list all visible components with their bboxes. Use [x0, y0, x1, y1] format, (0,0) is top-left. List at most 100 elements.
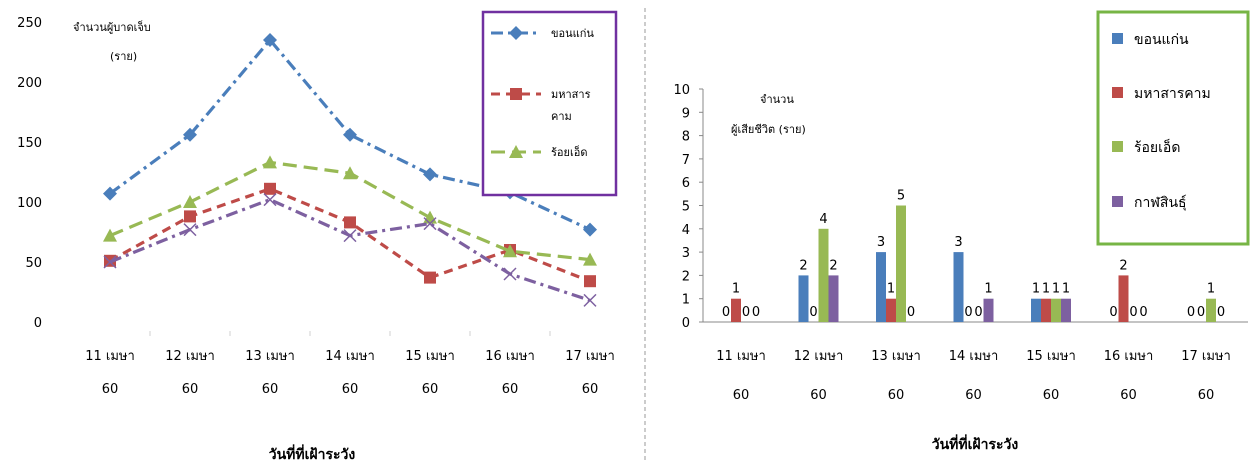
data-point: [343, 166, 357, 180]
data-label: 0: [1139, 305, 1147, 320]
y-axis-title-line: จำนวนผู้บาดเจ็บ: [73, 20, 151, 34]
data-point: [584, 275, 596, 288]
data-label: 0: [722, 305, 730, 320]
series-unlabeled: [103, 193, 597, 307]
legend-item: กาฬสินธุ์: [1112, 194, 1187, 211]
data-label: 2: [799, 258, 807, 273]
data-point: [263, 155, 277, 169]
legend-swatch: [1112, 87, 1123, 98]
data-label: 0: [907, 305, 915, 320]
y-tick-label: 50: [25, 256, 42, 271]
y-tick-label: 1: [682, 293, 690, 308]
data-label: 1: [1207, 282, 1215, 297]
bar: [983, 298, 994, 322]
x-tick-label: 13 เมษา: [245, 349, 295, 364]
y-axis-title-line: ผู้เสียชีวิต (ราย): [731, 123, 806, 136]
bar: [1061, 298, 1071, 322]
data-label: 1: [732, 282, 740, 297]
line-chart-axes: 0 50 100 150 200 250: [17, 16, 551, 336]
y-tick-label: 150: [17, 136, 42, 151]
legend-item: ร้อยเอ็ด: [491, 145, 587, 159]
legend-item: ร้อยเอ็ด: [1112, 138, 1180, 156]
y-tick-label: 4: [682, 223, 690, 238]
data-label: 1: [1032, 282, 1040, 297]
bar: [1051, 298, 1061, 322]
x-tick-label: 60: [182, 382, 199, 397]
data-label: 1: [1052, 282, 1060, 297]
legend-swatch: [1112, 141, 1123, 152]
line-chart-x-tick-labels: 11 เมษา 60 12 เมษา 60 13 เมษา 60 14 เมษา 60 15 เ…: [85, 349, 615, 397]
x-tick-label: 60: [422, 382, 439, 397]
data-label: 0: [809, 305, 817, 320]
data-point: [263, 193, 277, 207]
y-tick-label: 9: [682, 106, 690, 121]
legend-label: มหาสาร: [551, 88, 591, 101]
y-tick-label: 5: [682, 200, 690, 215]
legend-swatch: [1112, 196, 1123, 207]
y-tick-label: 250: [17, 16, 42, 31]
data-point: [423, 210, 437, 224]
x-tick-label: 60: [1043, 388, 1060, 403]
bar: [1041, 298, 1051, 322]
x-tick-label: 60: [733, 388, 750, 403]
x-tick-label: 11 เมษา: [85, 349, 135, 364]
bar-chart-y-axis-title: จำนวนผู้เสียชีวิต (ราย): [731, 93, 806, 136]
x-tick-label: 60: [502, 382, 519, 397]
x-tick-label: 17 เมษา: [1181, 349, 1231, 364]
x-tick-label: 60: [965, 388, 982, 403]
data-point: [423, 217, 437, 231]
legend-swatch: [1112, 33, 1123, 44]
data-point: [343, 229, 357, 243]
marker-stroke: [423, 217, 437, 231]
data-label: 1: [1062, 282, 1070, 297]
data-label: 0: [1109, 305, 1117, 320]
data-label: 3: [877, 235, 885, 250]
x-tick-label: 14 เมษา: [325, 349, 375, 364]
x-tick-label: 60: [1120, 388, 1137, 403]
y-tick-label: 100: [17, 196, 42, 211]
bar: [876, 252, 886, 322]
y-axis-title-line: (ราย): [110, 50, 137, 63]
marker-stroke: [583, 293, 597, 307]
data-point: [423, 167, 437, 182]
data-label: 0: [1197, 305, 1205, 320]
marker-stroke: [503, 267, 517, 281]
data-label: 0: [1129, 305, 1137, 320]
bar: [798, 275, 809, 322]
series-ร้อยเอ็ด: [103, 155, 597, 266]
data-point: [424, 271, 436, 284]
legend-label: มหาสารคาม: [1134, 86, 1211, 102]
x-tick-label: 12 เมษา: [165, 349, 215, 364]
x-tick-label: 60: [1198, 388, 1215, 403]
legend-item: มหาสารคาม: [1112, 86, 1211, 102]
bar: [828, 275, 839, 322]
data-label: 5: [897, 189, 905, 204]
bar: [1118, 275, 1129, 322]
x-tick-label: 16 เมษา: [1104, 349, 1154, 364]
x-tick-label: 16 เมษา: [485, 349, 535, 364]
bar: [1206, 298, 1216, 322]
legend-frame: [481, 10, 618, 197]
y-tick-label: 10: [673, 83, 690, 98]
legend-label: ร้อยเอ็ด: [551, 145, 587, 159]
x-tick-label: 60: [342, 382, 359, 397]
x-tick-label: 14 เมษา: [949, 349, 999, 364]
legend-item: ขอนแก่น: [1112, 32, 1189, 48]
data-label: 2: [1119, 258, 1127, 273]
data-label: 0: [752, 305, 760, 320]
bar-chart-x-tick-labels: 11 เมษา 60 12 เมษา 60 13 เมษา 60 14 เมษา 60 15 เ…: [716, 349, 1231, 403]
data-point: [343, 127, 357, 142]
y-tick-label: 0: [34, 316, 42, 331]
series-line: [109, 197, 591, 302]
y-tick-label: 3: [682, 246, 690, 261]
data-point: [583, 252, 597, 266]
y-tick-label: 8: [682, 130, 690, 145]
x-tick-label: 60: [810, 388, 827, 403]
marker-stroke: [343, 229, 357, 243]
